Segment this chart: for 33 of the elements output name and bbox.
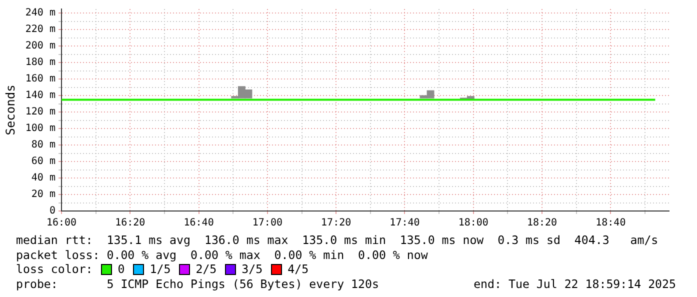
y-axis-title: Seconds xyxy=(3,84,18,136)
y-tick-label: 240 m xyxy=(25,8,56,19)
text: packet loss: 0.00 % avg 0.00 % max 0.00 % min 0.00 % now xyxy=(16,248,429,262)
x-tick-label: 16:40 xyxy=(184,218,214,229)
x-tick-label: 16:20 xyxy=(115,218,146,229)
y-tick-label: 60 m xyxy=(31,156,56,168)
x-tick-label: 16:00 xyxy=(46,218,77,229)
y-tick-label: 120 m xyxy=(25,106,56,118)
text: median rtt: 135.1 ms avg 136.0 ms max 135.0 ms min 135.0 ms now 0.3 ms sd 404.3 am/s xyxy=(16,233,660,248)
y-tick-label: 140 m xyxy=(25,90,56,102)
y-tick-label: 200 m xyxy=(25,40,56,52)
x-tick-label: 17:40 xyxy=(390,218,420,229)
y-tick-label: 220 m xyxy=(25,24,56,36)
y-tick-label: 180 m xyxy=(25,57,56,68)
y-tick-label: 40 m xyxy=(31,172,56,184)
x-tick-label: 17:20 xyxy=(321,218,352,229)
x-tick-label: 18:20 xyxy=(526,218,558,229)
legend-label: 0 xyxy=(118,262,125,276)
legend-label: 2/5 xyxy=(196,262,217,276)
text: end: Tue Jul 22 18:59:14 2025 xyxy=(474,276,676,291)
y-tick-label: 160 m xyxy=(25,74,56,85)
y-tick-label: 0 xyxy=(49,206,56,217)
legend-title: loss color: xyxy=(16,262,93,276)
x-tick-label: 18:00 xyxy=(458,218,488,229)
text: probe: 5 ICMP Echo Pings (56 Bytes) every 120s xyxy=(16,276,379,291)
legend-label: 4/5 xyxy=(288,262,309,276)
y-tick-label: 100 m xyxy=(25,123,56,134)
y-tick-label: 80 m xyxy=(31,140,56,151)
legend-label: 1/5 xyxy=(150,262,171,276)
legend-label: 3/5 xyxy=(242,262,263,276)
x-tick-label: 17:00 xyxy=(252,218,282,229)
y-tick-label: 20 m xyxy=(31,189,56,200)
x-tick-label: 18:40 xyxy=(596,218,626,229)
